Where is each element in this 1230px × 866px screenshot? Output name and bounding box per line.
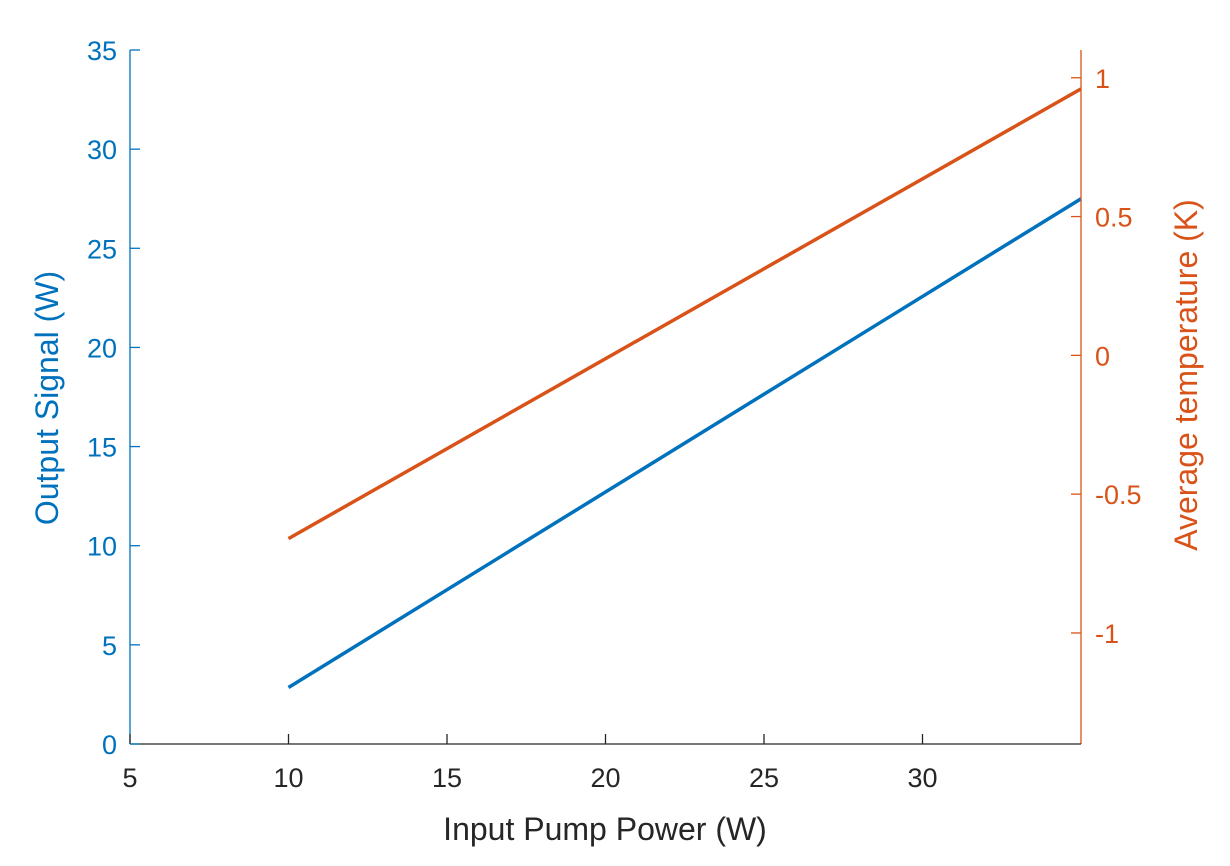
y-axis-left-title: Output Signal (W) (29, 271, 65, 525)
y-left-tick-label: 35 (87, 36, 117, 66)
y-right-tick-label: -1 (1095, 619, 1119, 649)
x-tick-label: 25 (749, 763, 779, 793)
y-right-tick-label: -0.5 (1095, 480, 1142, 510)
series-line-temperature (287, 87, 1082, 541)
y-left-tick-label: 5 (102, 631, 117, 661)
y-axis-right-title: Average temperature (K) (1168, 199, 1204, 551)
x-tick-label: 20 (590, 763, 620, 793)
y-right-tick-label: 1 (1095, 64, 1110, 94)
series-layer (287, 87, 1082, 689)
y-left-tick-label: 25 (87, 234, 117, 264)
y-left-tick-label: 20 (87, 333, 117, 363)
x-axis-title: Input Pump Power (W) (443, 811, 767, 847)
x-tick-label: 30 (907, 763, 937, 793)
x-tick-label: 15 (432, 763, 462, 793)
series-line-output-signal (287, 197, 1082, 689)
x-tick-label: 10 (273, 763, 303, 793)
plot-background (130, 50, 1081, 744)
y-left-tick-label: 15 (87, 433, 117, 463)
y-left-tick-label: 10 (87, 532, 117, 562)
y-right-tick-label: 0.5 (1095, 203, 1133, 233)
plot-area (130, 50, 1081, 744)
x-tick-label: 5 (122, 763, 137, 793)
y-right-tick-label: 0 (1095, 341, 1110, 371)
y-left-tick-label: 0 (102, 730, 117, 760)
y-left-tick-label: 30 (87, 135, 117, 165)
